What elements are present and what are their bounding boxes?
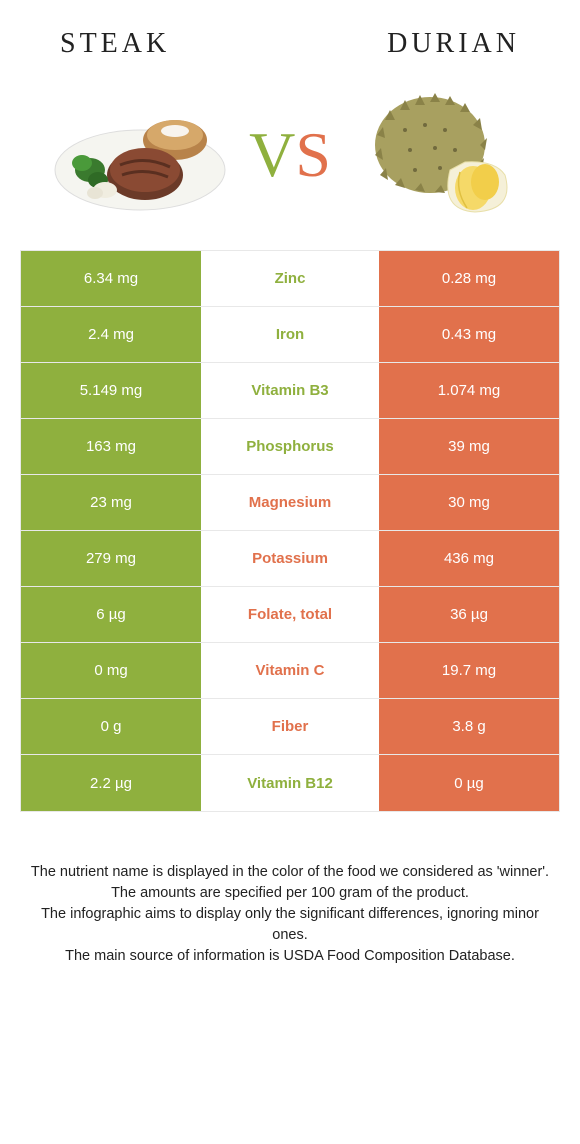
footer-notes: The nutrient name is displayed in the co… [0,812,580,967]
left-value-cell: 2.4 mg [21,307,201,362]
left-food-title: Steak [60,28,170,60]
left-value-cell: 0 g [21,699,201,754]
left-value-cell: 23 mg [21,475,201,530]
left-value-cell: 0 mg [21,643,201,698]
footer-line: The infographic aims to display only the… [25,904,555,946]
footer-line: The main source of information is USDA F… [25,946,555,967]
right-value-cell: 436 mg [379,531,559,586]
left-value-cell: 2.2 µg [21,755,201,811]
right-value-cell: 30 mg [379,475,559,530]
nutrient-label-cell: Vitamin B3 [201,363,379,418]
vs-v-letter: V [249,118,295,192]
table-row: 6.34 mgZinc0.28 mg [21,251,559,307]
nutrient-label-cell: Vitamin C [201,643,379,698]
right-value-cell: 19.7 mg [379,643,559,698]
nutrient-label-cell: Magnesium [201,475,379,530]
nutrient-comparison-table: 6.34 mgZinc0.28 mg2.4 mgIron0.43 mg5.149… [20,250,560,812]
left-value-cell: 163 mg [21,419,201,474]
table-row: 6 µgFolate, total36 µg [21,587,559,643]
table-row: 2.4 mgIron0.43 mg [21,307,559,363]
steak-image [30,95,249,215]
vs-s-letter: S [295,118,331,192]
left-value-cell: 5.149 mg [21,363,201,418]
table-row: 279 mgPotassium436 mg [21,531,559,587]
nutrient-label-cell: Phosphorus [201,419,379,474]
right-value-cell: 39 mg [379,419,559,474]
left-value-cell: 6.34 mg [21,251,201,306]
nutrient-label-cell: Vitamin B12 [201,755,379,811]
right-value-cell: 3.8 g [379,699,559,754]
right-value-cell: 0.28 mg [379,251,559,306]
left-value-cell: 6 µg [21,587,201,642]
table-row: 163 mgPhosphorus39 mg [21,419,559,475]
vs-label: VS [249,118,331,192]
table-row: 0 mgVitamin C19.7 mg [21,643,559,699]
comparison-images: VS [0,70,580,250]
nutrient-label-cell: Fiber [201,699,379,754]
table-row: 23 mgMagnesium30 mg [21,475,559,531]
right-food-title: Durian [387,28,520,60]
nutrient-label-cell: Potassium [201,531,379,586]
nutrient-label-cell: Folate, total [201,587,379,642]
footer-line: The amounts are specified per 100 gram o… [25,883,555,904]
table-row: 0 gFiber3.8 g [21,699,559,755]
right-value-cell: 0 µg [379,755,559,811]
nutrient-label-cell: Iron [201,307,379,362]
right-value-cell: 0.43 mg [379,307,559,362]
right-value-cell: 1.074 mg [379,363,559,418]
durian-image [331,90,550,220]
right-value-cell: 36 µg [379,587,559,642]
table-row: 5.149 mgVitamin B31.074 mg [21,363,559,419]
left-value-cell: 279 mg [21,531,201,586]
footer-line: The nutrient name is displayed in the co… [25,862,555,883]
table-row: 2.2 µgVitamin B120 µg [21,755,559,811]
nutrient-label-cell: Zinc [201,251,379,306]
